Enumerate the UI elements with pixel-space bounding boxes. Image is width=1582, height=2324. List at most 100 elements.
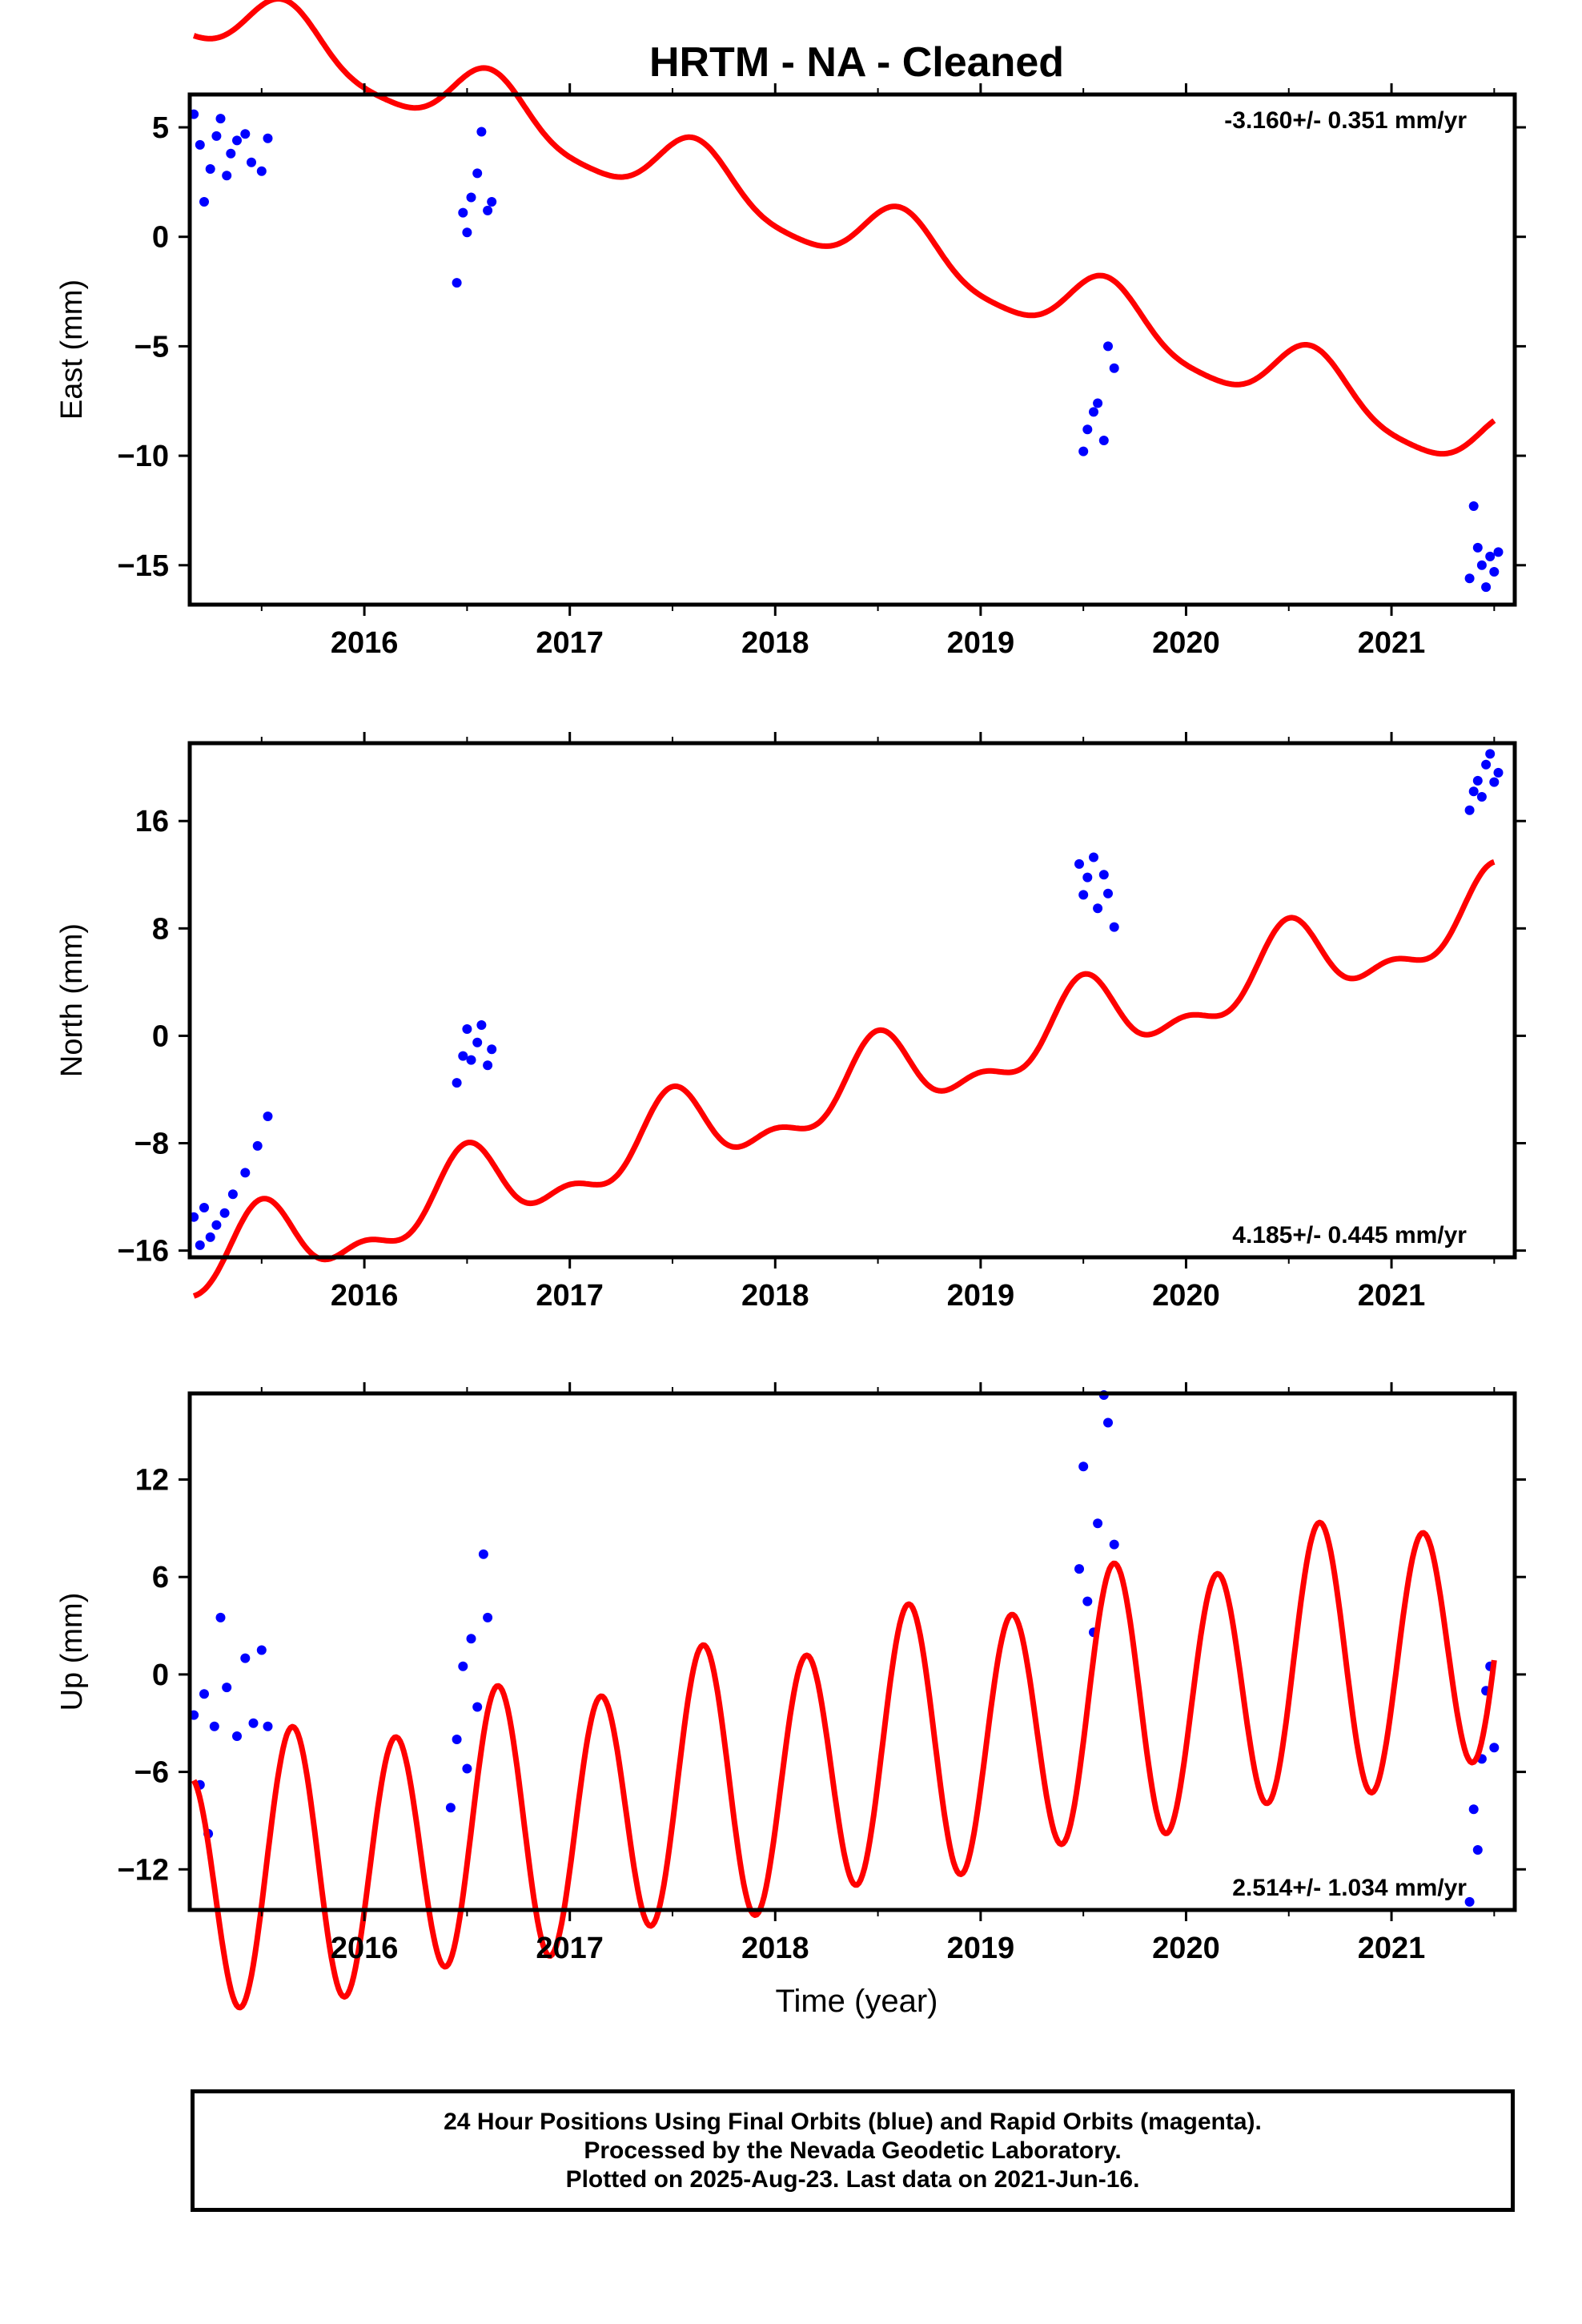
data-point-up-2-6 bbox=[1103, 1417, 1113, 1428]
data-point-east-0-4 bbox=[211, 131, 222, 141]
y-tick-label-east-0: 5 bbox=[152, 111, 169, 145]
x-tick-label-up-0: 2016 bbox=[331, 1932, 399, 1965]
data-point-east-2-3 bbox=[1093, 398, 1103, 408]
data-point-east-2-5 bbox=[1103, 341, 1113, 352]
data-point-east-3-6 bbox=[1489, 567, 1500, 577]
data-point-north-0-2 bbox=[199, 1203, 209, 1212]
caption-line-3: Plotted on 2025-Aug-23. Last data on 202… bbox=[565, 2165, 1140, 2193]
y-tick-label-up-0: 12 bbox=[135, 1464, 169, 1498]
panel-east: 2016 2017 2018 2019 2020 2021 5 0 −5 −10 −15 East (… bbox=[55, 0, 1526, 660]
data-point-up-0-8 bbox=[240, 1653, 251, 1663]
y-tick-label-east-1: 0 bbox=[152, 221, 169, 255]
data-point-up-3-2 bbox=[1472, 1845, 1483, 1855]
data-point-north-2-1 bbox=[1078, 890, 1089, 900]
data-point-north-1-5 bbox=[476, 1020, 487, 1030]
data-point-east-2-0 bbox=[1078, 446, 1089, 456]
data-point-up-0-6 bbox=[222, 1683, 232, 1693]
rate-annotation-east: -3.160+/- 0.351 mm/yr bbox=[1224, 107, 1467, 134]
data-point-north-3-4 bbox=[1481, 759, 1492, 770]
data-point-east-2-1 bbox=[1082, 424, 1093, 435]
data-point-east-0-1 bbox=[195, 139, 205, 150]
data-point-up-0-10 bbox=[256, 1645, 267, 1655]
x-tick-label-east-5: 2021 bbox=[1358, 626, 1426, 660]
data-point-east-0-2 bbox=[199, 197, 209, 207]
data-point-north-2-6 bbox=[1103, 888, 1113, 899]
data-point-east-1-3 bbox=[466, 192, 476, 203]
rate-annotation-up: 2.514+/- 1.034 mm/yr bbox=[1232, 1875, 1467, 1901]
data-point-north-0-9 bbox=[263, 1112, 273, 1121]
x-tick-label-north-5: 2021 bbox=[1358, 1279, 1426, 1313]
data-point-up-1-4 bbox=[466, 1634, 476, 1644]
data-point-east-2-6 bbox=[1109, 363, 1119, 373]
data-point-east-0-8 bbox=[232, 135, 242, 146]
y-tick-label-east-2: −5 bbox=[135, 330, 169, 364]
data-point-up-3-1 bbox=[1468, 1804, 1479, 1815]
x-tick-label-up-4: 2020 bbox=[1152, 1932, 1220, 1965]
model-curve-east bbox=[192, 0, 1496, 457]
data-point-east-0-9 bbox=[240, 129, 251, 139]
data-point-east-1-1 bbox=[458, 207, 468, 218]
data-point-east-3-3 bbox=[1476, 560, 1487, 570]
y-tick-label-up-4: −12 bbox=[118, 1853, 169, 1887]
y-tick-label-north-1: 8 bbox=[152, 912, 169, 946]
data-point-north-0-1 bbox=[195, 1240, 205, 1250]
data-point-north-2-2 bbox=[1082, 872, 1093, 883]
data-point-north-0-8 bbox=[252, 1140, 263, 1151]
x-tick-label-north-1: 2017 bbox=[536, 1279, 604, 1313]
data-point-north-3-2 bbox=[1472, 775, 1483, 786]
data-point-east-3-1 bbox=[1468, 501, 1479, 511]
data-point-up-0-2 bbox=[199, 1689, 209, 1699]
x-tick-label-east-1: 2017 bbox=[536, 626, 604, 660]
data-point-east-2-4 bbox=[1098, 436, 1109, 445]
data-point-north-2-3 bbox=[1089, 852, 1098, 862]
data-point-up-1-3 bbox=[462, 1763, 472, 1774]
data-point-east-0-10 bbox=[247, 157, 256, 167]
data-point-north-3-1 bbox=[1468, 786, 1479, 797]
data-point-north-0-3 bbox=[205, 1232, 215, 1242]
data-point-east-0-6 bbox=[222, 171, 232, 181]
panels-group: 2016 2017 2018 2019 2020 2021 5 0 −5 −10 −15 East (… bbox=[55, 0, 1526, 2011]
data-point-up-1-7 bbox=[483, 1612, 493, 1622]
caption-line-1: 24 Hour Positions Using Final Orbits (bl… bbox=[444, 2108, 1262, 2135]
data-point-north-1-2 bbox=[462, 1024, 472, 1034]
x-tick-label-up-3: 2019 bbox=[947, 1932, 1015, 1965]
data-point-east-1-6 bbox=[483, 205, 493, 215]
x-tick-label-east-2: 2018 bbox=[741, 626, 809, 660]
y-tick-label-north-0: 16 bbox=[135, 805, 169, 838]
x-tick-label-up-1: 2017 bbox=[536, 1932, 604, 1965]
data-point-up-0-4 bbox=[209, 1721, 219, 1731]
data-point-up-2-2 bbox=[1082, 1596, 1093, 1606]
y-tick-label-east-3: −10 bbox=[118, 440, 169, 473]
data-point-north-1-6 bbox=[483, 1060, 493, 1071]
x-tick-label-north-3: 2019 bbox=[947, 1279, 1015, 1313]
data-point-east-2-2 bbox=[1089, 407, 1098, 417]
data-point-north-1-4 bbox=[472, 1037, 483, 1047]
data-point-north-0-7 bbox=[240, 1168, 251, 1178]
data-point-up-0-11 bbox=[263, 1721, 273, 1731]
data-point-north-3-7 bbox=[1493, 767, 1504, 778]
y-tick-label-up-2: 0 bbox=[152, 1659, 169, 1692]
y-axis-label-north: North (mm) bbox=[55, 923, 89, 1077]
y-tick-label-north-3: −8 bbox=[135, 1128, 169, 1161]
panel-north: 2016 2017 2018 2019 2020 2021 16 8 0 −8 −16 North (… bbox=[55, 732, 1526, 1313]
data-point-east-1-7 bbox=[487, 197, 497, 207]
y-tick-label-north-2: 0 bbox=[152, 1019, 169, 1053]
x-tick-label-east-4: 2020 bbox=[1152, 626, 1220, 660]
data-point-east-1-5 bbox=[476, 127, 487, 137]
caption-line-2: Processed by the Nevada Geodetic Laborat… bbox=[584, 2137, 1122, 2164]
data-point-up-1-1 bbox=[452, 1735, 462, 1744]
plot-frame-north bbox=[187, 741, 1517, 1260]
data-point-north-2-5 bbox=[1098, 870, 1109, 880]
data-point-north-2-0 bbox=[1074, 858, 1084, 869]
data-point-north-1-7 bbox=[487, 1044, 497, 1055]
data-point-east-3-4 bbox=[1481, 582, 1492, 593]
data-point-north-2-7 bbox=[1109, 922, 1119, 932]
data-point-north-1-3 bbox=[466, 1055, 476, 1065]
data-point-up-2-4 bbox=[1093, 1518, 1103, 1529]
data-point-up-2-1 bbox=[1078, 1462, 1089, 1472]
y-axis-label-east: East (mm) bbox=[55, 279, 89, 420]
data-point-north-3-6 bbox=[1489, 777, 1500, 787]
data-point-north-0-5 bbox=[219, 1208, 230, 1218]
plot-frame-up bbox=[187, 1391, 1517, 1912]
data-point-up-0-9 bbox=[248, 1718, 259, 1728]
